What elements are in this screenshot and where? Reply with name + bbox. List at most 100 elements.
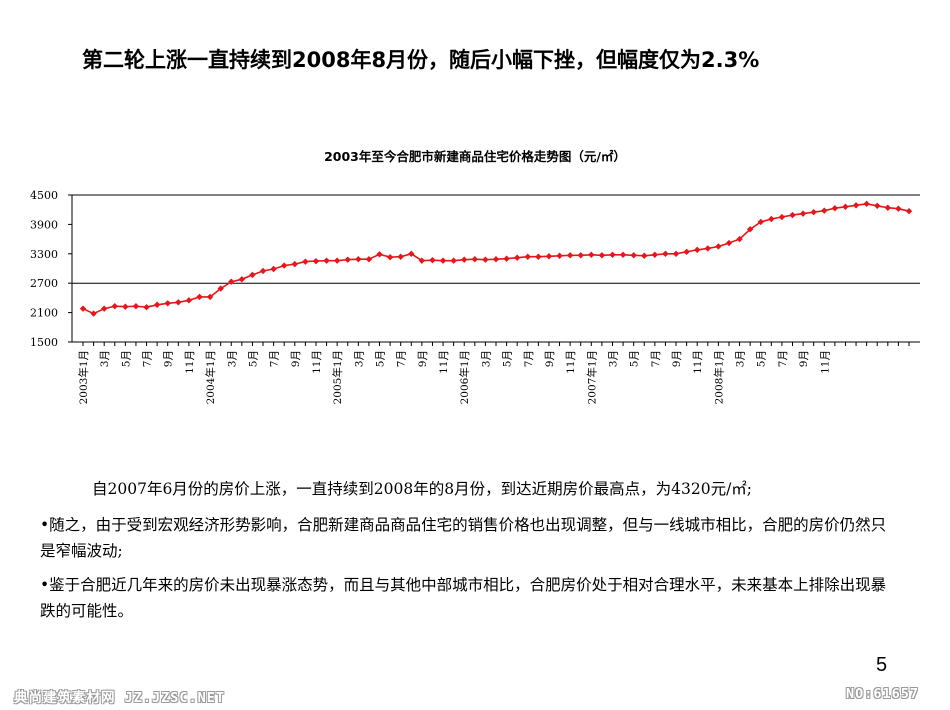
data-point-marker [333,257,341,264]
bullet-adjustment: •随之，由于受到宏观经济形势影响，合肥新建商品商品住宅的销售价格也出现调整，但与… [40,516,887,560]
x-tick-label: 11月 [184,350,196,374]
data-point-marker [746,226,754,233]
data-point-marker [450,257,457,264]
data-point-marker [831,205,839,212]
x-tick-label: 11月 [311,350,323,374]
data-point-marker [492,255,500,263]
data-point-marker [821,207,828,214]
data-point-marker [143,304,150,311]
data-point-marker [206,293,214,301]
id-watermark: NO:61657 [846,686,920,702]
x-tick-label: 5月 [502,350,514,367]
data-point-marker [185,297,193,304]
x-tick-label: 7月 [142,350,154,367]
x-tick-label: 7月 [269,350,281,367]
data-point-marker [683,248,690,256]
y-tick-label: 1500 [30,336,58,349]
x-tick-label: 7月 [777,350,789,367]
bullet-outlook: •鉴于合肥近几年来的房价未出现暴涨态势，而且与其他中部城市相比，合肥房价处于相对… [40,576,887,620]
data-point-marker [799,210,807,217]
data-point-marker [524,253,531,260]
slide-headline: 第二轮上涨一直持续到2008年8月份，随后小幅下挫，但幅度仅为2.3% [82,48,760,72]
data-point-marker [778,213,786,221]
data-point-marker [376,251,383,258]
data-point-marker [418,257,426,264]
data-point-marker [842,203,849,210]
x-tick-label: 5月 [629,350,641,367]
data-point-marker [641,252,648,259]
x-tick-label: 11月 [565,350,577,374]
data-point-marker [619,251,627,258]
data-point-marker [852,202,860,209]
data-point-marker [577,252,584,259]
data-point-marker [863,200,870,208]
data-point-marker [122,303,129,310]
data-point-marker [175,299,182,306]
x-tick-label: 2008年1月 [712,350,725,404]
data-point-marker [736,235,743,243]
data-point-marker [630,252,637,259]
data-point-marker [694,246,701,254]
x-tick-label: 5月 [756,350,768,367]
x-tick-label: 9月 [671,350,683,367]
data-point-marker [810,208,817,216]
x-tick-label: 5月 [375,350,387,367]
data-point-marker [291,260,298,268]
x-tick-label: 5月 [120,350,132,367]
data-point-marker [196,293,203,301]
x-tick-label: 3月 [226,350,238,367]
data-point-marker [153,301,161,308]
data-point-marker [662,250,669,257]
x-tick-label: 2003年1月 [77,350,90,404]
x-tick-label: 3月 [607,350,619,367]
x-tick-label: 9月 [798,350,810,367]
data-point-marker [302,258,309,265]
x-tick-label: 7月 [523,350,535,367]
data-point-marker [111,303,118,310]
x-tick-label: 9月 [163,350,175,367]
data-point-marker [397,253,404,260]
data-point-marker [461,256,468,263]
data-point-marker [100,305,108,312]
data-point-marker [651,251,659,258]
data-point-marker [482,256,489,263]
x-tick-label: 9月 [544,350,556,367]
y-tick-label: 3900 [30,218,58,231]
data-point-marker [365,255,373,263]
data-point-marker [609,251,616,258]
data-point-marker [439,257,447,264]
data-point-marker [874,202,881,209]
x-tick-label: 3月 [99,350,111,367]
data-point-marker [503,255,510,262]
data-point-marker [725,239,733,247]
data-point-marker [249,271,256,279]
summary-paragraph: 自2007年6月份的房价上涨，一直持续到2008年的8月份，到达近期房价最高点，… [92,480,753,498]
data-point-marker [217,285,224,292]
data-point-marker [513,254,521,261]
data-point-marker [556,252,563,259]
y-tick-label: 3300 [30,248,58,261]
data-point-marker [704,245,711,252]
y-tick-label: 2100 [30,307,58,320]
data-point-marker [535,253,542,260]
data-point-marker [355,255,362,263]
data-point-marker [281,262,288,269]
x-tick-label: 9月 [290,350,302,367]
x-tick-label: 3月 [480,350,492,367]
data-point-marker [588,251,595,258]
data-point-marker [312,257,320,265]
data-point-marker [566,252,574,259]
data-point-marker [79,305,87,312]
data-point-marker [238,276,246,283]
data-point-marker [259,267,267,275]
data-point-marker [598,252,606,259]
x-tick-label: 3月 [353,350,365,367]
x-tick-label: 2007年1月 [585,350,598,404]
x-tick-label: 2006年1月 [458,350,471,404]
data-point-marker [270,265,277,273]
data-point-marker [757,218,764,226]
x-tick-label: 7月 [396,350,408,367]
x-tick-label: 11月 [692,350,704,374]
data-point-marker [672,250,680,257]
data-point-marker [884,204,892,211]
